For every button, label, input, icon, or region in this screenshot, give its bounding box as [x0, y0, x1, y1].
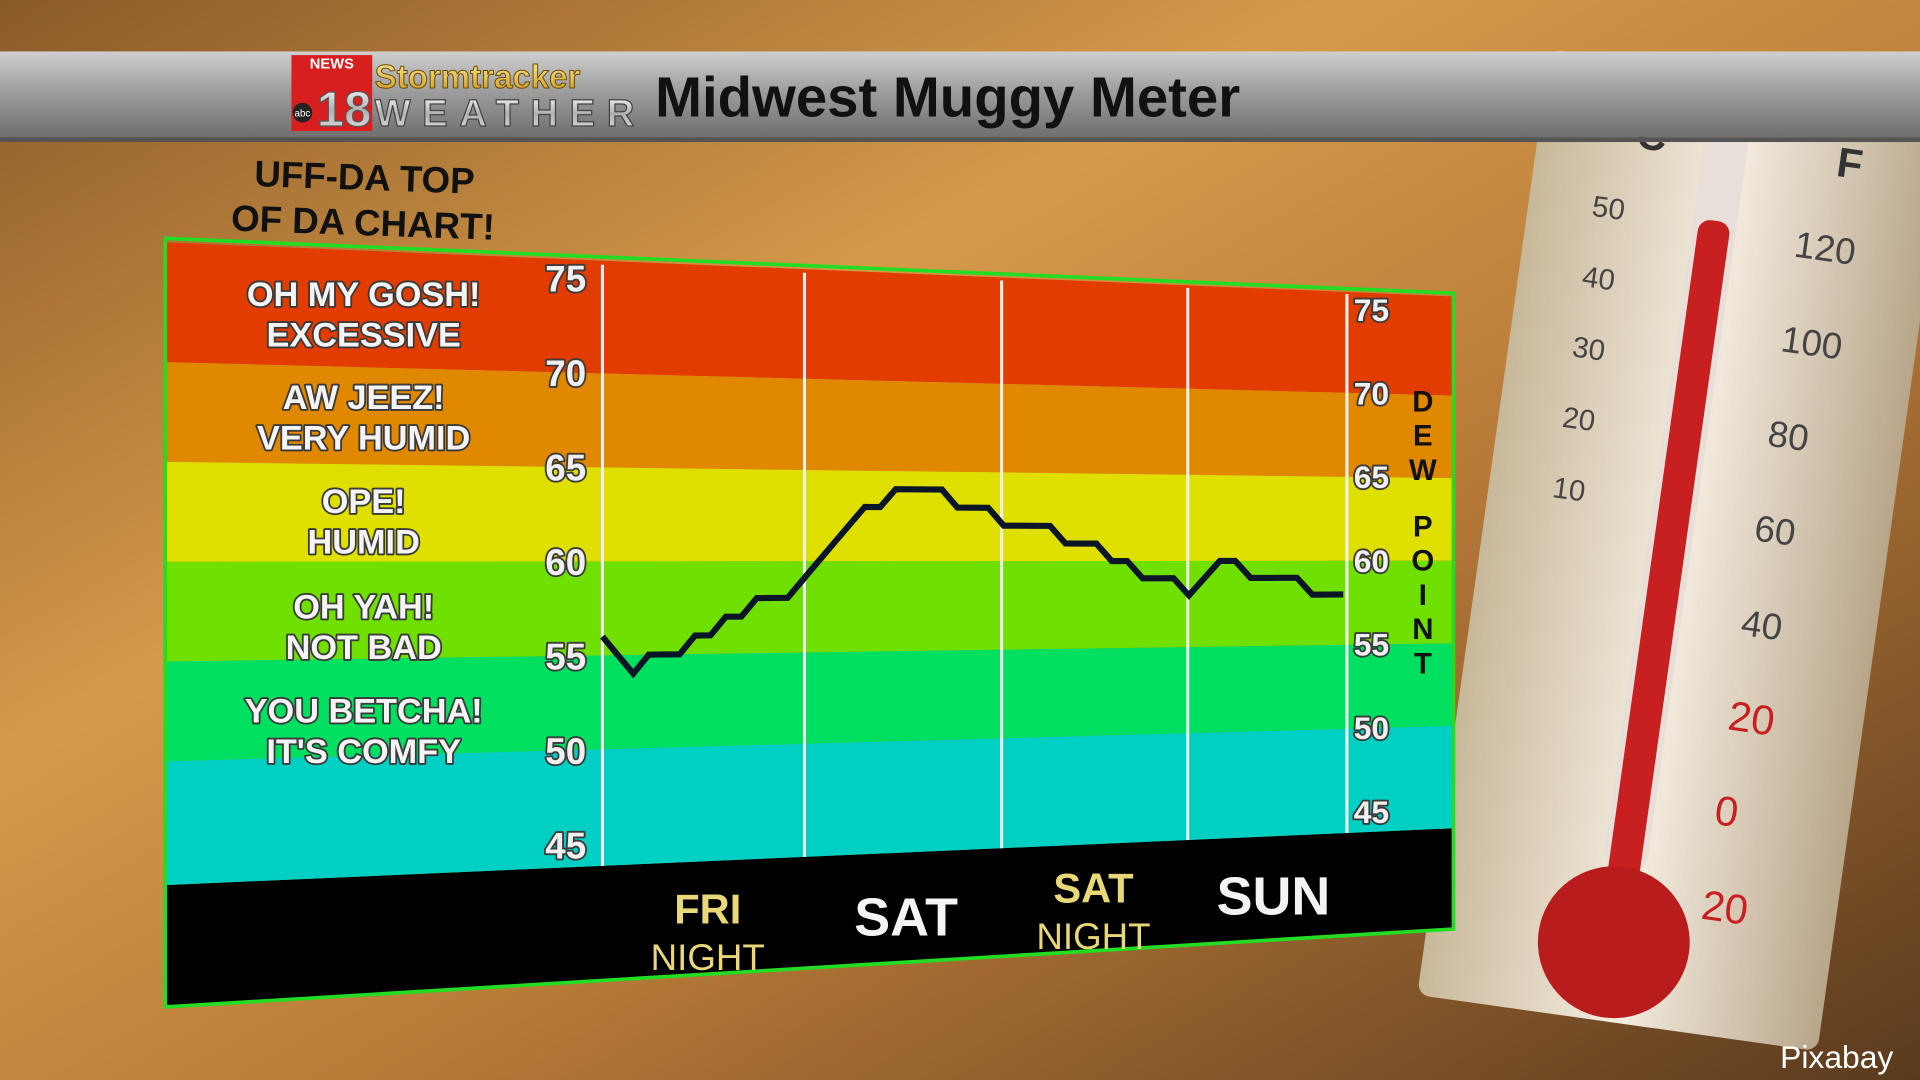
right-tick-label: 60 — [1354, 543, 1389, 579]
right-tick-label: 65 — [1354, 459, 1389, 495]
fahrenheit-tick: 80 — [1765, 413, 1811, 459]
period-label: NIGHT — [1036, 916, 1150, 957]
muggy-meter-chart: OH MY GOSH!EXCESSIVE AW JEEZ!VERY HUMID OP… — [163, 236, 1456, 1009]
celsius-tick: 40 — [1580, 260, 1617, 297]
svg-text:N: N — [1412, 613, 1433, 646]
right-tick-label: 75 — [1354, 292, 1389, 328]
band-label: VERY HUMID — [257, 419, 470, 457]
band-yellow — [165, 461, 1454, 562]
svg-text:O: O — [1411, 545, 1434, 578]
chart-outline — [163, 236, 1456, 1009]
left-tick-label: 75 — [545, 259, 586, 300]
fahrenheit-tick: 20 — [1699, 881, 1751, 934]
fahrenheit-tick: 100 — [1779, 318, 1845, 367]
period-footer — [165, 828, 1454, 1007]
celsius-tick: 50 — [1590, 190, 1627, 227]
period-label: SAT — [854, 888, 958, 948]
svg-text:W: W — [1409, 454, 1437, 487]
period-label: SAT — [1053, 864, 1133, 911]
right-tick-label: 45 — [1354, 794, 1389, 830]
right-tick-label: 55 — [1354, 627, 1389, 663]
svg-text:Stormtracker: Stormtracker — [375, 59, 581, 96]
svg-text:18: 18 — [317, 83, 371, 137]
svg-text:I: I — [1419, 579, 1427, 612]
svg-text:abc: abc — [295, 108, 311, 119]
band-teal — [165, 725, 1454, 886]
svg-text:OF DA CHART!: OF DA CHART! — [230, 198, 495, 248]
period-label: FRI — [674, 885, 741, 932]
svg-text:NEWS: NEWS — [310, 57, 354, 73]
top-of-chart-note: UFF-DA TOP OF DA CHART! — [230, 153, 495, 248]
band-label: OH MY GOSH! — [247, 276, 481, 314]
celsius-tick: 20 — [1560, 401, 1597, 438]
band-label: EXCESSIVE — [267, 317, 461, 355]
band-label: OPE! — [322, 483, 406, 521]
period-label: SUN — [1217, 867, 1331, 927]
band-lime — [165, 560, 1454, 662]
right-tick-label: 70 — [1354, 375, 1389, 411]
fahrenheit-tick: 120 — [1792, 224, 1858, 273]
left-tick-label: 55 — [545, 636, 586, 677]
celsius-tick: 30 — [1570, 331, 1607, 368]
left-tick-label: 50 — [545, 731, 586, 772]
image-credit: Pixabay — [1780, 1039, 1893, 1075]
svg-text:P: P — [1413, 510, 1433, 543]
left-tick-label: 60 — [545, 542, 586, 583]
fahrenheit-tick: 40 — [1739, 602, 1785, 648]
band-label: AW JEEZ! — [283, 379, 445, 417]
celsius-tick: 10 — [1551, 471, 1588, 508]
band-label: HUMID — [308, 523, 420, 561]
fahrenheit-tick: 60 — [1752, 507, 1798, 553]
svg-text:D: D — [1412, 385, 1433, 418]
left-tick-label: 70 — [545, 353, 586, 394]
band-label: YOU BETCHA! — [245, 692, 483, 730]
fahrenheit-tick: 20 — [1725, 692, 1777, 745]
right-tick-label: 50 — [1354, 710, 1389, 746]
band-label: IT'S COMFY — [266, 733, 461, 771]
svg-text:E: E — [1413, 420, 1433, 453]
svg-text:UFF-DA TOP: UFF-DA TOP — [254, 153, 476, 202]
band-label: OH YAH! — [293, 588, 434, 626]
period-label: NIGHT — [651, 937, 765, 978]
station-logo: NEWS 18 abc Stormtracker WEATHER — [291, 55, 635, 138]
page-title: Midwest Muggy Meter — [655, 65, 1240, 128]
band-red — [165, 242, 1454, 396]
band-green — [165, 643, 1454, 762]
left-tick-label: 45 — [545, 825, 586, 866]
svg-text:T: T — [1414, 647, 1432, 680]
left-tick-label: 65 — [545, 447, 586, 488]
band-label: NOT BAD — [286, 629, 442, 667]
band-orange — [165, 362, 1454, 479]
header-divider — [0, 137, 1920, 143]
